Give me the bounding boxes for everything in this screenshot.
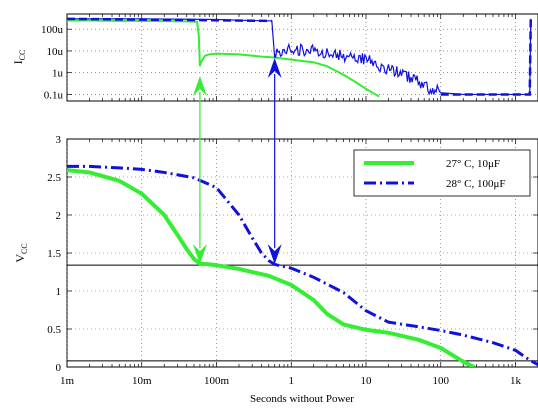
top-y-axis-label: ICC xyxy=(11,50,27,65)
bottom-y-tick-label: 2 xyxy=(56,210,62,222)
top-y-ticks: 0.1u 1u 10u 100u xyxy=(41,24,72,101)
top-series-green xyxy=(67,19,380,98)
series-28c-100uf xyxy=(67,164,538,367)
blue-arrow-head-down xyxy=(267,244,282,265)
bottom-y-tick-label: 2.5 xyxy=(47,172,61,184)
x-tick-label: 1k xyxy=(510,375,522,387)
x-tick-label: 10 xyxy=(360,375,372,387)
green-arrow-head-up xyxy=(192,76,207,96)
legend-label-10uf: 27° C, 10μF xyxy=(446,158,500,170)
x-tick-label: 1m xyxy=(60,375,75,387)
x-tick-label: 10m xyxy=(132,375,152,387)
legend-label-100uf: 28° C, 100μF xyxy=(446,178,506,190)
top-chart: 0.1u 1u 10u 100u ICC xyxy=(11,13,538,102)
bottom-y-tick-label: 1 xyxy=(56,286,62,298)
bottom-x-ticks: 1m 10m 100m 1 10 100 1k xyxy=(60,139,538,387)
x-axis-label: Seconds without Power xyxy=(250,393,354,405)
legend: 27° C, 10μF 28° C, 100μF xyxy=(353,149,531,197)
x-tick-label: 1 xyxy=(288,375,294,387)
top-y-tick-label: 10u xyxy=(47,46,64,58)
bottom-y-tick-label: 0 xyxy=(56,362,62,374)
top-series xyxy=(67,17,533,98)
green-arrow-head-down xyxy=(192,244,207,265)
annotation-arrows xyxy=(192,58,282,265)
top-y-tick-label: 100u xyxy=(41,24,64,36)
bottom-y-tick-label: 0.5 xyxy=(47,324,61,336)
bottom-y-tick-label: 1.5 xyxy=(47,248,61,260)
series-27c-10uf xyxy=(67,168,476,367)
top-series-blue-dashed xyxy=(67,17,272,23)
x-tick-label: 100 xyxy=(432,375,449,387)
top-y-tick-label: 1u xyxy=(52,68,64,80)
bottom-series xyxy=(67,164,538,367)
bottom-chart: 0 0.5 1 1.5 2 2.5 3 1m 10m 100m 1 10 100 1k VCC Seco… xyxy=(13,134,538,405)
legend-box xyxy=(353,149,531,197)
top-series-blue-tail xyxy=(440,18,533,96)
bottom-y-axis-label: VCC xyxy=(13,243,29,262)
top-y-tick-label: 0.1u xyxy=(44,89,64,101)
top-x-ticks xyxy=(66,14,538,101)
x-tick-label: 100m xyxy=(204,375,230,387)
blue-arrow-head-up xyxy=(267,58,282,78)
top-series-blue-noise xyxy=(67,18,532,96)
top-plot-frame xyxy=(66,13,538,102)
bottom-y-ticks: 0 0.5 1 1.5 2 2.5 3 xyxy=(47,134,538,374)
bottom-y-tick-label: 3 xyxy=(56,134,62,146)
